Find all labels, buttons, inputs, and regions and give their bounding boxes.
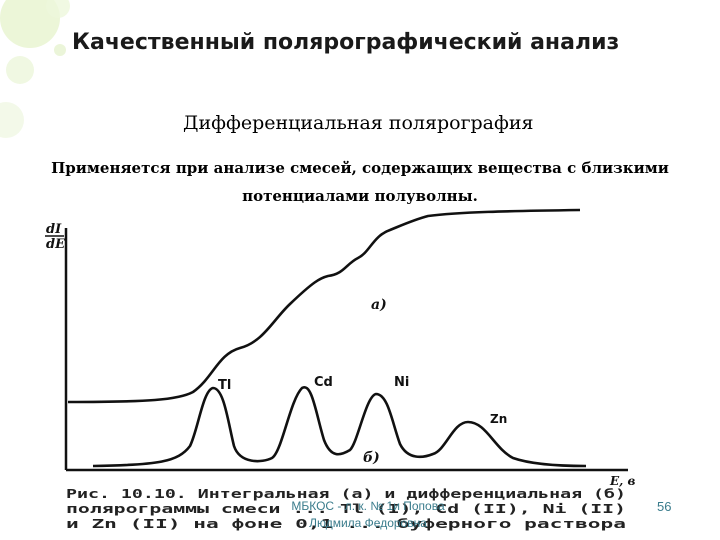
figure-caption-line-3: и Zn (II) на фоне 0,1 ... буферного раст… [66,516,626,531]
y-axis-label-bottom: dE [46,237,66,252]
description-line-1: Применяется при анализе смесей, содержащ… [51,159,669,177]
y-axis-label-top: dI [46,222,62,237]
integral-curve-a [67,208,581,404]
polarogram-figure: dI dE E, в а) б) Tl Cd Ni Zn Рис. 10.10.… [45,208,636,531]
differential-curve-b [92,386,587,468]
curve-b-label: б) [363,450,380,466]
peak-label-ni: Ni [394,375,409,390]
footer-line-2: Людмила Федоровна [309,516,427,530]
page-number: 56 [657,499,672,514]
curve-a-label: а) [371,297,387,313]
slide-subtitle: Дифференциальная полярография [183,112,534,134]
figure-caption-line-1: Рис. 10.10. Интегральная (а) и дифференц… [66,486,626,501]
figure-caption-line-2: полярограммы смеси ... Tl (I), Cd (II), … [66,501,626,516]
slide-title: Качественный полярографический анализ [72,30,620,55]
description-line-2: потенциалами полуволны. [242,187,478,205]
footer-line-1: МБКОС - л. к. № 1и Попова [291,499,445,513]
x-axis-label: E, в [609,474,636,488]
peak-label-tl: Tl [218,378,231,393]
peak-label-cd: Cd [314,375,333,390]
peak-label-zn: Zn [490,412,507,426]
slide-footer: МБКОС - л. к. № 1и Попова Людмила Федоро… [268,498,468,532]
